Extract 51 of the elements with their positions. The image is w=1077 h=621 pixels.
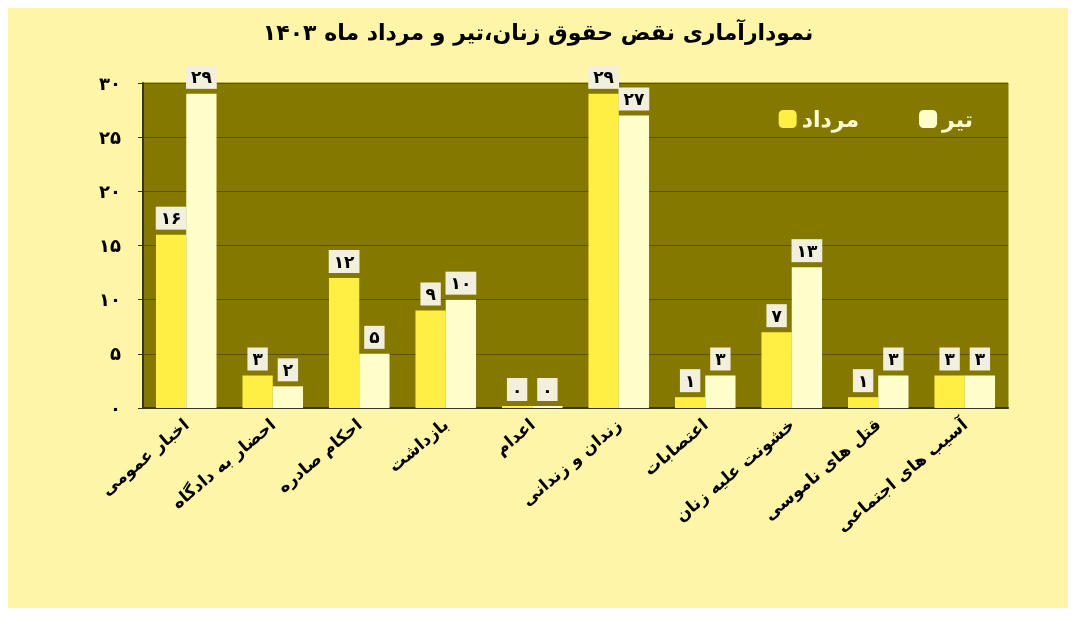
data-label: ۱ xyxy=(684,370,696,391)
y-tick-label: ۲۵ xyxy=(99,126,121,148)
bar xyxy=(847,397,879,408)
data-label: ۳ xyxy=(944,349,956,369)
x-tick-label: اعتصابات xyxy=(639,414,712,480)
bar xyxy=(445,299,477,408)
bar xyxy=(674,397,706,408)
data-label: ۳ xyxy=(252,349,264,369)
bar xyxy=(155,234,187,408)
data-label: ۰ xyxy=(542,379,553,400)
data-label: ۲۹ xyxy=(593,67,615,88)
data-label: ۳ xyxy=(715,349,727,369)
data-label: ۲ xyxy=(282,359,294,380)
bar xyxy=(705,375,736,408)
data-label: ۲۷ xyxy=(623,89,645,109)
y-tick-label: ۵ xyxy=(110,343,121,365)
data-label: ۲۹ xyxy=(191,67,213,88)
y-tick-label: ۲۰ xyxy=(99,180,121,202)
bar xyxy=(588,93,619,408)
data-label: ۱۲ xyxy=(333,251,356,272)
y-tick-label: ۰ xyxy=(110,397,121,419)
bar xyxy=(964,375,996,408)
data-label: ۷ xyxy=(771,305,783,326)
y-tick-label: ۳۰ xyxy=(99,72,121,94)
bar xyxy=(242,375,273,408)
data-label: ۱۳ xyxy=(796,240,818,261)
legend-label: تیر xyxy=(941,106,974,133)
data-label: ۱۶ xyxy=(160,208,182,229)
bar xyxy=(878,375,909,408)
data-label: ۳ xyxy=(974,349,986,369)
bar xyxy=(618,115,650,408)
bar xyxy=(359,353,390,408)
bar xyxy=(186,93,217,408)
data-label: ۵ xyxy=(369,327,380,348)
bar xyxy=(415,310,446,408)
data-label: ۰ xyxy=(511,379,523,400)
bar xyxy=(328,278,360,408)
bar xyxy=(934,375,965,408)
data-label: ۹ xyxy=(425,284,437,304)
bar xyxy=(272,386,304,408)
x-tick-label: بازداشت xyxy=(384,414,453,476)
bar xyxy=(761,332,792,408)
data-label: ۱۰ xyxy=(450,273,472,294)
y-tick-label: ۱۵ xyxy=(99,235,121,256)
x-tick-label: اعدام xyxy=(490,414,539,459)
legend-label: مرداد xyxy=(801,106,860,133)
data-label: ۱ xyxy=(857,370,869,391)
chart-title: نمودارآماری نقض حقوق زنان،تیر و مرداد ماه ۱۴۰۳ xyxy=(262,17,814,46)
bar xyxy=(791,267,823,408)
data-label: ۳ xyxy=(888,349,900,369)
y-tick-label: ۱۰ xyxy=(99,289,121,311)
